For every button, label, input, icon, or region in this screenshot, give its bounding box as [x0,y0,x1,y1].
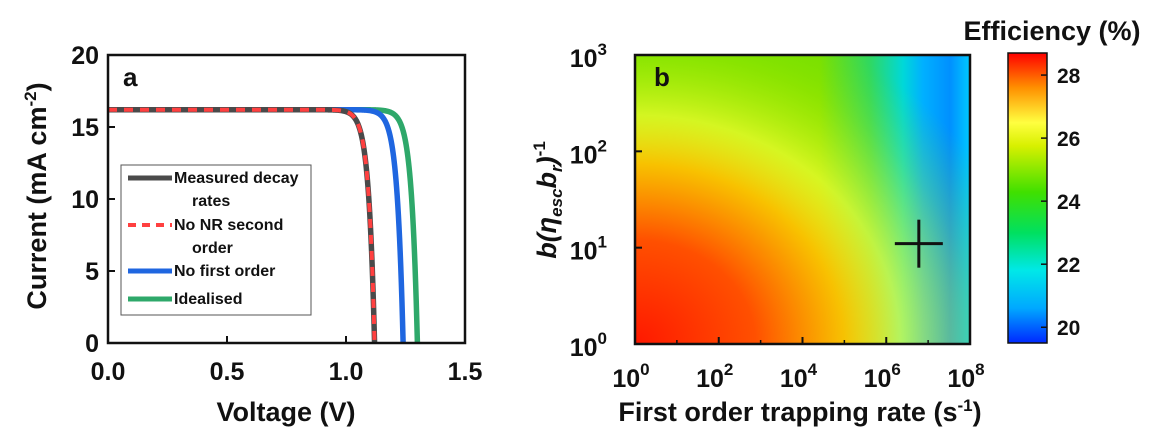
y-tick-label-b: 100 [570,329,607,362]
tick-exponent: 2 [724,360,733,379]
tick-base: 10 [612,365,640,393]
tick-exponent: 4 [808,360,818,379]
colorbar-tick-label: 20 [1057,317,1080,340]
tick-exponent: 2 [598,136,607,155]
y-label-main: Current (mA cm [22,107,52,310]
y-tick-label-a: 0 [85,330,99,358]
colorbar-gradient [1008,53,1047,343]
colorbar-tick-label: 22 [1057,254,1080,277]
colorbar-tick-label: 24 [1057,191,1081,214]
heatmap-hotspot [635,55,970,344]
x-label-main: First order trapping rate (s [618,397,957,427]
x-tick-label-b: 104 [780,360,818,393]
x-tick-label-a: 0.5 [210,358,245,386]
legend-a: Measured decay rates No NR second order No f… [121,165,311,315]
x-axis-label-a: Voltage (V) [216,397,355,427]
panel-b: 100102104106108100101102103 b First orde… [530,16,1141,427]
tick-exponent: 0 [598,329,607,348]
y-label-b-sup: -1 [530,141,549,156]
colorbar-tick-label: 28 [1057,65,1081,88]
x-tick-label-b: 102 [696,360,733,393]
tick-base: 10 [947,365,975,393]
tick-exponent: 3 [598,40,607,59]
colorbar: Efficiency (%) 20 22 24 26 28 [963,16,1140,343]
x-tick-label-a: 1.5 [448,358,483,386]
y-tick-label-a: 20 [71,42,99,70]
y-label-b-esc: esc [547,188,566,217]
colorbar-label: Efficiency (%) [963,16,1140,46]
y-axis-label-a: Current (mA cm-2) [21,82,52,309]
y-label-b-eta: η [532,217,562,234]
x-tick-label-a: 1.0 [329,358,364,386]
tick-base: 10 [570,45,598,73]
tick-exponent: 1 [598,233,607,252]
y-tick-label-b: 101 [570,233,607,266]
tick-base: 10 [780,365,808,393]
y-label-b-1: b( [532,230,562,258]
x-tick-label-b: 100 [612,360,649,393]
legend-label-3: Idealised [174,291,242,308]
x-tick-label-b: 108 [947,360,984,393]
tick-base: 10 [696,365,724,393]
legend-label-1: No NR second [174,217,283,234]
x-tick-label-b: 106 [864,360,901,393]
x-tick-label-a: 0.0 [91,358,126,386]
legend-label-0: Measured decay [174,170,299,187]
y-tick-label-b: 103 [570,40,607,73]
x-axis-label-b: First order trapping rate (s-1) [618,396,981,427]
tick-exponent: 6 [891,360,900,379]
y-axis-label-b: b(ηescbr)-1 [530,141,566,259]
y-tick-label-a: 5 [85,258,99,286]
y-tick-label-b: 102 [570,136,607,169]
legend-label-0-cont: rates [192,193,230,210]
heatmap [635,55,970,344]
y-label-close: ) [22,82,52,91]
x-label-sup: -1 [957,396,972,415]
tick-base: 10 [864,365,892,393]
panel-a: 0.0 0.5 1.0 1.5 0 5 10 15 20 a Measured decay rat… [21,42,482,427]
tick-exponent: 8 [975,360,984,379]
x-label-close: ) [973,397,982,427]
tick-base: 10 [570,238,598,266]
legend-label-2: No first order [174,263,275,280]
y-tick-label-a: 15 [71,114,99,142]
y-label-b-b: b [532,172,562,189]
tick-base: 10 [570,334,598,362]
y-label-sup: -2 [21,91,40,106]
y-tick-label-a: 10 [71,186,99,214]
colorbar-tick-label: 26 [1057,128,1080,151]
tick-exponent: 0 [640,360,649,379]
legend-label-1-cont: order [192,240,233,257]
tick-base: 10 [570,141,598,169]
panel-label-b: b [654,62,670,92]
panel-label-a: a [123,62,138,92]
